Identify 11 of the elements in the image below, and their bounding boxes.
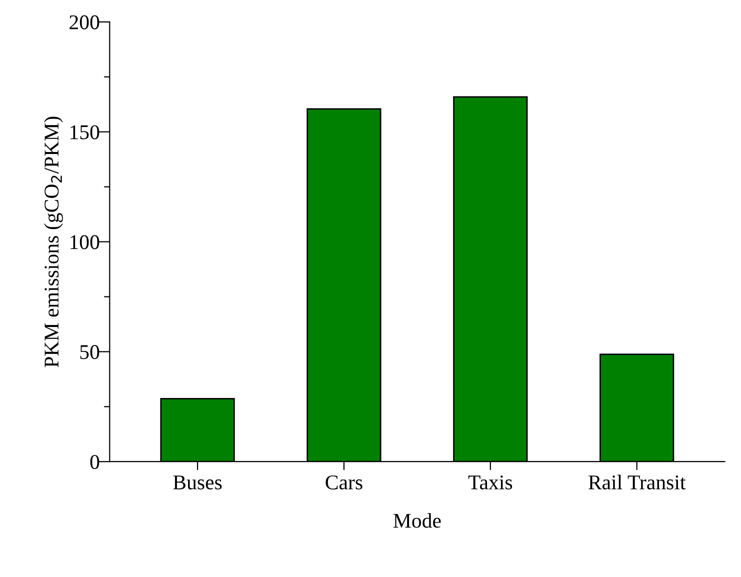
y-tick-label: 200 — [70, 15, 100, 30]
x-axis-title: Mode — [393, 513, 441, 528]
x-tick-label: Taxis — [468, 475, 512, 490]
y-tick-label: 0 — [90, 454, 100, 470]
y-tick-label: 150 — [70, 125, 100, 140]
x-tick-label: Cars — [326, 475, 362, 490]
y-tick-label: 50 — [80, 345, 100, 360]
y-tick-label: 100 — [70, 235, 100, 250]
x-tick-label: Rail Transit — [588, 474, 686, 490]
y-axis-title: PKM emissions (gCO$_{2}$/PKM) — [44, 116, 63, 368]
x-tick-label: Buses — [173, 476, 222, 490]
